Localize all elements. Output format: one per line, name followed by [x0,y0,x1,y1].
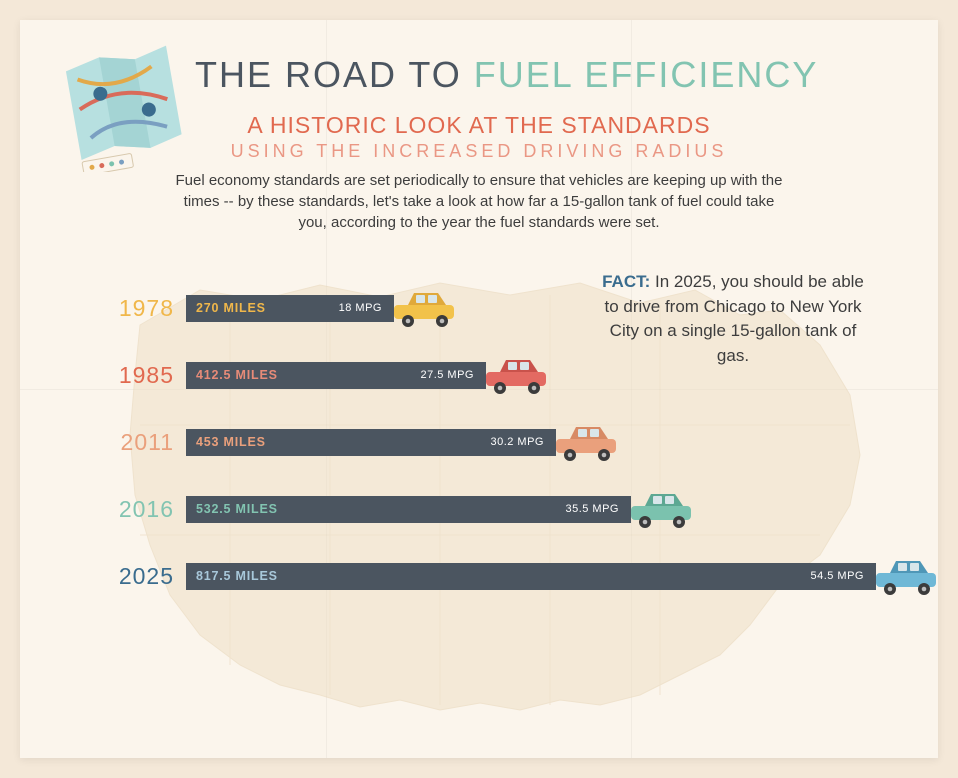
chart-row: 1985412.5 MILES 27.5 MPG [104,355,924,395]
title-part-2: FUEL EFFICIENCY [474,54,819,95]
mpg-label: 18 MPG [339,302,382,314]
miles-label: 412.5 MILES [186,368,278,382]
car-icon [482,354,554,396]
mpg-label: 27.5 MPG [420,369,474,381]
year-label: 1985 [104,362,186,389]
subtitle-block: A HISTORIC LOOK AT THE STANDARDS USING T… [20,112,938,233]
car-icon [872,555,944,597]
chart-row: 2025817.5 MILES 54.5 MPG [104,556,924,596]
distance-bar: 270 MILES 18 MPG [186,295,394,322]
year-label: 2025 [104,563,186,590]
bar-chart: 1978270 MILES 18 MPG 1985412.5 MILES 27.5 … [104,288,924,623]
miles-label: 453 MILES [186,435,266,449]
distance-bar: 453 MILES 30.2 MPG [186,429,556,456]
chart-row: 2016532.5 MILES 35.5 MPG [104,489,924,529]
miles-label: 817.5 MILES [186,569,278,583]
year-label: 2011 [104,429,186,456]
miles-label: 532.5 MILES [186,502,278,516]
year-label: 2016 [104,496,186,523]
distance-bar: 412.5 MILES 27.5 MPG [186,362,486,389]
mpg-label: 30.2 MPG [490,436,544,448]
title-part-1: THE ROAD TO [195,54,474,95]
distance-bar: 817.5 MILES 54.5 MPG [186,563,876,590]
car-icon [627,488,699,530]
year-label: 1978 [104,295,186,322]
paper-panel: THE ROAD TO FUEL EFFICIENCY A HISTORIC L… [20,20,938,758]
chart-row: 2011453 MILES 30.2 MPG [104,422,924,462]
car-icon [390,287,462,329]
main-title: THE ROAD TO FUEL EFFICIENCY [195,54,818,96]
car-icon [552,421,624,463]
distance-bar: 532.5 MILES 35.5 MPG [186,496,631,523]
chart-row: 1978270 MILES 18 MPG [104,288,924,328]
miles-label: 270 MILES [186,301,266,315]
intro-paragraph: Fuel economy standards are set periodica… [169,170,789,233]
subtitle-line-2: USING THE INCREASED DRIVING RADIUS [20,141,938,162]
mpg-label: 54.5 MPG [810,570,864,582]
mpg-label: 35.5 MPG [565,503,619,515]
subtitle-line-1: A HISTORIC LOOK AT THE STANDARDS [20,112,938,139]
